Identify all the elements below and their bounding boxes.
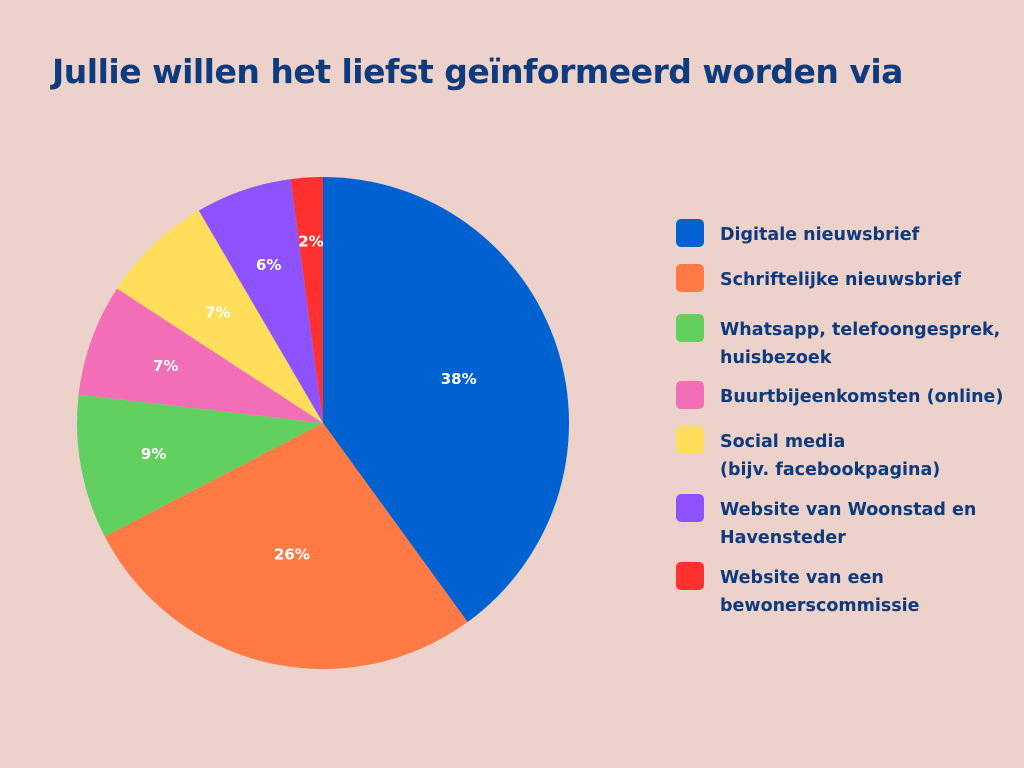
slice-value-label: 7% [153,357,178,375]
pie-slice [78,288,323,423]
legend-label: Buurtbijeenkomsten (online) [720,387,1004,407]
legend-label: Social media (bijv. facebookpagina) [720,432,941,480]
legend-label: Whatsapp, telefoongesprek, huisbezoek [720,320,1001,368]
legend-label: Website van een bewonerscommissie [720,568,920,616]
slice-value-label: 9% [141,445,166,463]
slice-value-label: 7% [205,304,230,322]
pie-slice [290,177,323,423]
legend-label: Schriftelijke nieuwsbrief [720,270,962,290]
slice-value-label: 26% [274,546,310,564]
legend-swatch [676,426,704,454]
pie-slice [76,394,323,537]
chart-title: Jullie willen het liefst geïnformeerd wo… [52,52,903,91]
legend-swatch [676,562,704,590]
pie-slice [117,210,324,423]
pie-slice [323,177,569,623]
pie-slice [104,423,468,669]
legend-swatch [676,264,704,292]
legend-swatch [676,314,704,342]
slice-value-label: 2% [298,232,323,250]
legend-swatch [676,494,704,522]
legend-swatch [676,219,704,247]
slice-value-label: 38% [441,370,477,388]
legend-label: Website van Woonstad en Havensteder [720,500,977,548]
pie-slice [198,179,323,423]
legend-label: Digitale nieuwsbrief [720,225,920,245]
slice-value-label: 6% [256,256,281,274]
legend-swatch [676,381,704,409]
